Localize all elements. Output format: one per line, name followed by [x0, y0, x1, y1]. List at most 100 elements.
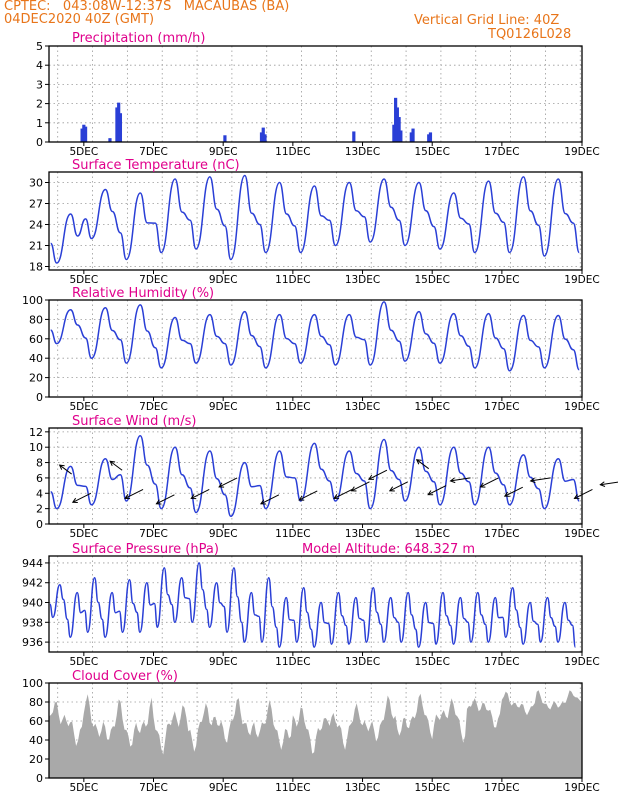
pressure-ytick-label: 940 [22, 597, 43, 610]
wind-arrow-head [155, 499, 162, 505]
rh-xtick-label: 5DEC [69, 401, 98, 413]
wind-arrow-head [109, 460, 116, 466]
wind-arrow [218, 477, 238, 488]
wind-arrow [260, 494, 280, 505]
pressure-frame [48, 555, 583, 653]
wind-arrow-head [367, 474, 374, 480]
precip-bar [352, 131, 356, 142]
temp-ytick-label: 27 [29, 198, 43, 211]
wind-line [50, 434, 580, 518]
temp-xtick-label: 9DEC [209, 274, 238, 286]
precip-title: Precipitation (mm/h) [72, 31, 205, 46]
wind-arrow [416, 459, 430, 470]
cloud-xtick-label: 11DEC [275, 782, 310, 794]
wind-arrow-head [190, 494, 197, 500]
wind-ytick-label: 8 [36, 457, 43, 470]
rh-title: Relative Humidity (%) [72, 286, 214, 301]
precip-bar [80, 128, 84, 142]
wind-xtick-label: 5DEC [69, 528, 98, 540]
wind-arrow [59, 464, 72, 475]
precip-panel: 0 1 2 3 4 5 5DEC 7DEC 9DEC 11DEC 13DEC 15DEC 17DEC 19… [36, 31, 600, 158]
precip-xtick-label: 17DEC [484, 146, 519, 158]
pressure-title: Surface Pressure (hPa) [72, 542, 219, 557]
cloud-xtick-label: 13DEC [345, 782, 380, 794]
precip-xtick-label: 7DEC [139, 146, 168, 158]
wind-ytick-label: 12 [29, 426, 43, 439]
rh-xtick-label: 9DEC [209, 401, 238, 413]
wind-panel: 0 2 4 6 8 10 12 5DEC 7DEC 9DEC 11DEC 13DEC 15DEC 17DE… [29, 414, 618, 540]
pressure-ytick-label: 936 [22, 636, 43, 649]
temp-xtick-label: 13DEC [345, 274, 380, 286]
header-model-code: TQ0126L028 [488, 27, 572, 42]
wind-arrow-head [218, 482, 225, 488]
precip-ytick-label: 1 [36, 117, 43, 130]
cloud-ytick-label: 20 [29, 753, 43, 766]
wind-xtick-label: 15DEC [414, 528, 449, 540]
precip-ytick-label: 2 [36, 98, 43, 111]
pressure-xtick-label: 9DEC [209, 656, 238, 668]
wind-xtick-label: 9DEC [209, 528, 238, 540]
wind-ytick-label: 4 [36, 487, 43, 500]
precip-bar [261, 127, 265, 142]
cloud-ytick-label: 100 [22, 677, 43, 690]
rh-xtick-label: 17DEC [484, 401, 519, 413]
pressure-xtick-label: 7DEC [139, 656, 168, 668]
temp-line [49, 174, 580, 264]
wind-arrow [299, 490, 318, 501]
wind-arrow [427, 485, 447, 496]
wind-xtick-label: 19DEC [564, 528, 599, 540]
wind-arrow [389, 481, 409, 492]
precip-bar [223, 135, 227, 142]
pressure-line [49, 562, 577, 648]
precip-bar [263, 134, 267, 142]
precip-bar [427, 134, 431, 142]
header-station: CPTEC: 043:08W-12:37S MACAUBAS (BA) [4, 0, 290, 14]
rh-ytick-label: 60 [29, 333, 43, 346]
wind-xtick-label: 11DEC [275, 528, 310, 540]
precip-bar [117, 102, 121, 142]
precip-bar [259, 132, 264, 142]
pressure-panel: 936 938 940 942 944 5DEC 7DEC 9DEC 11DEC 13DEC 15D… [22, 542, 600, 668]
precip-bar [392, 124, 396, 142]
temp-xtick-label: 19DEC [564, 274, 599, 286]
rh-frame [48, 299, 583, 398]
temp-title: Surface Temperature (nC) [72, 158, 240, 173]
pressure-subtitle: Model Altitude: 648.327 m [302, 542, 475, 557]
wind-arrow-head [259, 499, 266, 505]
temp-ytick-label: 30 [29, 177, 43, 190]
precip-ytick-label: 3 [36, 78, 43, 91]
wind-frame [48, 427, 583, 525]
wind-arrow-head [599, 481, 606, 487]
temp-panel: 18 21 24 27 30 5DEC 7DEC 9DEC 11DEC 13DEC 15DEC 17D… [29, 158, 600, 286]
wind-arrow [333, 488, 353, 499]
cloud-xtick-label: 9DEC [209, 782, 238, 794]
temp-xtick-label: 11DEC [275, 274, 310, 286]
wind-arrow-head [449, 477, 456, 484]
cloud-area [49, 690, 582, 778]
rh-ytick-label: 40 [29, 352, 43, 365]
wind-arrow-head [427, 490, 434, 496]
pressure-xtick-label: 19DEC [564, 656, 599, 668]
precip-bar [397, 117, 401, 142]
wind-arrow-head [333, 494, 340, 500]
cloud-title: Cloud Cover (%) [72, 669, 178, 684]
precip-xtick-label: 13DEC [345, 146, 380, 158]
rh-xtick-label: 7DEC [139, 401, 168, 413]
wind-title: Surface Wind (m/s) [72, 414, 196, 429]
precip-bar [82, 124, 86, 142]
precip-ytick-label: 5 [36, 40, 43, 53]
wind-arrow [504, 486, 524, 497]
header-grid-line: Vertical Grid Line: 40Z [414, 13, 560, 28]
rh-panel: 0 20 40 60 80 100 5DEC 7DEC 9DEC 11DEC 13DEC 15DEC 1… [22, 286, 600, 413]
pressure-xtick-label: 11DEC [275, 656, 310, 668]
precip-xtick-label: 9DEC [209, 146, 238, 158]
precip-bar [394, 97, 398, 142]
wind-arrow-head [479, 482, 486, 488]
precip-ytick-label: 4 [36, 59, 43, 72]
precip-ytick-label: 0 [36, 136, 43, 149]
wind-ytick-label: 10 [29, 441, 43, 454]
wind-ytick-label: 2 [36, 503, 43, 516]
wind-arrow [156, 494, 175, 505]
wind-arrow [600, 481, 618, 486]
cloud-frame [48, 682, 583, 779]
